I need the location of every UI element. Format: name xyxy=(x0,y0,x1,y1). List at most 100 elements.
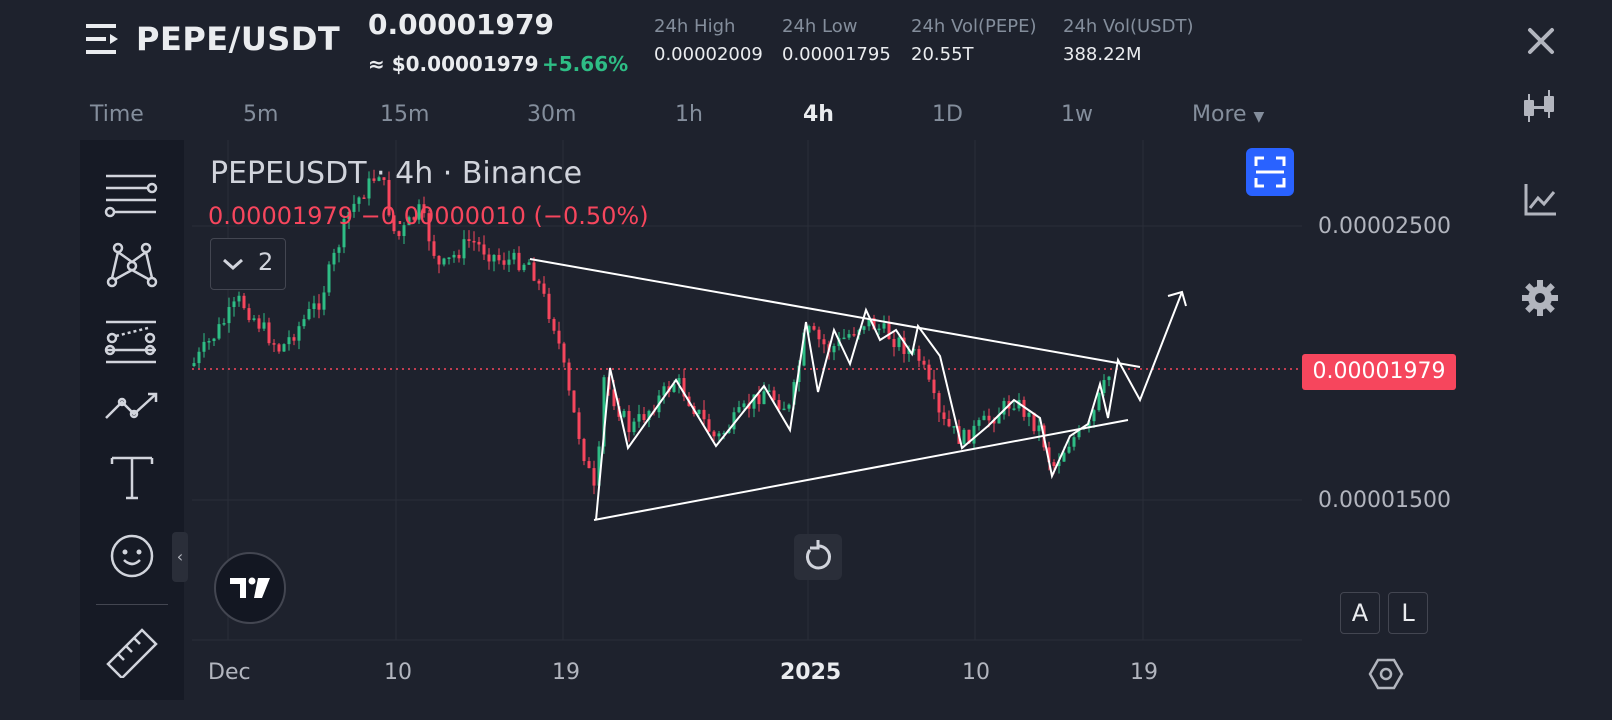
axis-settings-icon[interactable] xyxy=(1368,656,1404,692)
candle-body xyxy=(397,231,401,237)
candle-body xyxy=(557,330,561,344)
candle-body xyxy=(682,378,686,397)
fullscreen-button[interactable] xyxy=(1246,148,1294,196)
candle-body xyxy=(307,309,311,320)
candle-body xyxy=(767,390,771,392)
close-icon[interactable] xyxy=(1524,24,1558,58)
candle-body xyxy=(882,323,886,329)
candle-body xyxy=(1022,399,1026,417)
tab-30m[interactable]: 30m xyxy=(527,102,577,127)
tab-15m[interactable]: 15m xyxy=(380,102,430,127)
candle-body xyxy=(772,390,776,401)
menu-icon[interactable] xyxy=(86,22,122,56)
candle-body xyxy=(662,386,666,396)
candle-body xyxy=(762,391,766,405)
candle-body xyxy=(432,241,436,256)
settings-icon[interactable] xyxy=(1520,278,1560,318)
candle-body xyxy=(997,414,1001,424)
forecast-icon[interactable] xyxy=(104,314,160,366)
candle-body xyxy=(232,301,236,308)
candle-body xyxy=(532,262,536,281)
tab-1d[interactable]: 1D xyxy=(932,102,963,127)
candle-body xyxy=(287,337,291,345)
candle-body xyxy=(242,295,246,309)
candle-body xyxy=(352,203,356,212)
indicators-toggle[interactable] xyxy=(210,238,286,290)
trend-lines-icon[interactable] xyxy=(104,166,160,218)
candle-body xyxy=(947,418,951,427)
candle-body xyxy=(742,403,746,408)
auto-scale-button[interactable]: A xyxy=(1340,592,1380,634)
candle-body xyxy=(197,351,201,364)
candle-body xyxy=(807,326,811,333)
candles-icon[interactable] xyxy=(1520,88,1560,128)
candle-body xyxy=(852,334,856,336)
candle-body xyxy=(647,410,651,421)
candle-body xyxy=(822,339,826,345)
candle-body xyxy=(312,303,316,310)
candle-body xyxy=(332,252,336,265)
indicator-icon[interactable] xyxy=(1520,180,1560,220)
tab-5m[interactable]: 5m xyxy=(243,102,279,127)
candle-body xyxy=(512,252,516,260)
price-axis-label-low: 0.00001500 xyxy=(1318,488,1451,513)
tab-1w[interactable]: 1w xyxy=(1061,102,1093,127)
pair-title[interactable]: PEPE/USDT xyxy=(136,20,341,58)
candle-body xyxy=(327,264,331,293)
candle-body xyxy=(612,389,616,407)
candle-body xyxy=(937,393,941,413)
candle-body xyxy=(712,431,716,437)
candle-body xyxy=(247,308,251,320)
candle-body xyxy=(527,262,531,265)
candle-body xyxy=(1107,376,1111,381)
toolbar-divider xyxy=(96,604,168,605)
candle-body xyxy=(887,323,891,339)
tradingview-logo[interactable] xyxy=(214,552,286,624)
chevron-down-icon xyxy=(223,258,243,271)
candle-body xyxy=(792,382,796,405)
emoji-icon[interactable] xyxy=(104,530,160,582)
user-drawings[interactable] xyxy=(529,258,1187,521)
change-percent: +5.66% xyxy=(542,52,629,76)
stat-label-high: 24h High xyxy=(654,16,736,37)
drawing-toolbar xyxy=(80,140,184,700)
text-icon[interactable] xyxy=(104,452,160,504)
candle-body xyxy=(577,412,581,439)
candle-body xyxy=(207,341,211,343)
arrow-head xyxy=(1167,290,1187,307)
candle-body xyxy=(962,429,966,444)
candle-body xyxy=(587,461,591,469)
candle-body xyxy=(752,394,756,409)
reset-chart-button[interactable] xyxy=(794,534,842,580)
tab-more[interactable]: More ▼ xyxy=(1192,102,1264,127)
candle-body xyxy=(522,264,526,271)
candle-body xyxy=(262,322,266,329)
tab-4h[interactable]: 4h xyxy=(803,102,834,127)
candle-body xyxy=(977,420,981,426)
toolbar-collapse-button[interactable]: ‹ xyxy=(172,532,188,582)
candle-body xyxy=(927,364,931,380)
log-scale-button[interactable]: L xyxy=(1388,592,1428,634)
candle-body xyxy=(422,204,426,214)
candle-body xyxy=(987,415,991,421)
candle-body xyxy=(237,295,241,302)
candle-body xyxy=(392,215,396,232)
tab-time[interactable]: Time xyxy=(90,102,144,127)
candle-body xyxy=(437,255,441,265)
more-label: More xyxy=(1192,102,1247,127)
candle-body xyxy=(1062,452,1066,462)
caret-down-icon: ▼ xyxy=(1253,109,1265,125)
tab-1h[interactable]: 1h xyxy=(675,102,703,127)
ohlc-readout: 0.00001979 −0.00000010 (−0.50%) xyxy=(208,202,649,230)
pattern-icon[interactable] xyxy=(104,240,160,292)
ruler-icon[interactable] xyxy=(104,626,160,680)
brush-icon[interactable] xyxy=(104,388,160,440)
candle-body xyxy=(597,446,601,486)
candle-body xyxy=(592,468,596,486)
candle-body xyxy=(387,179,391,216)
candle-body xyxy=(967,429,971,444)
candle-body xyxy=(212,338,216,342)
candle-body xyxy=(847,334,851,338)
candle-body xyxy=(627,411,631,433)
